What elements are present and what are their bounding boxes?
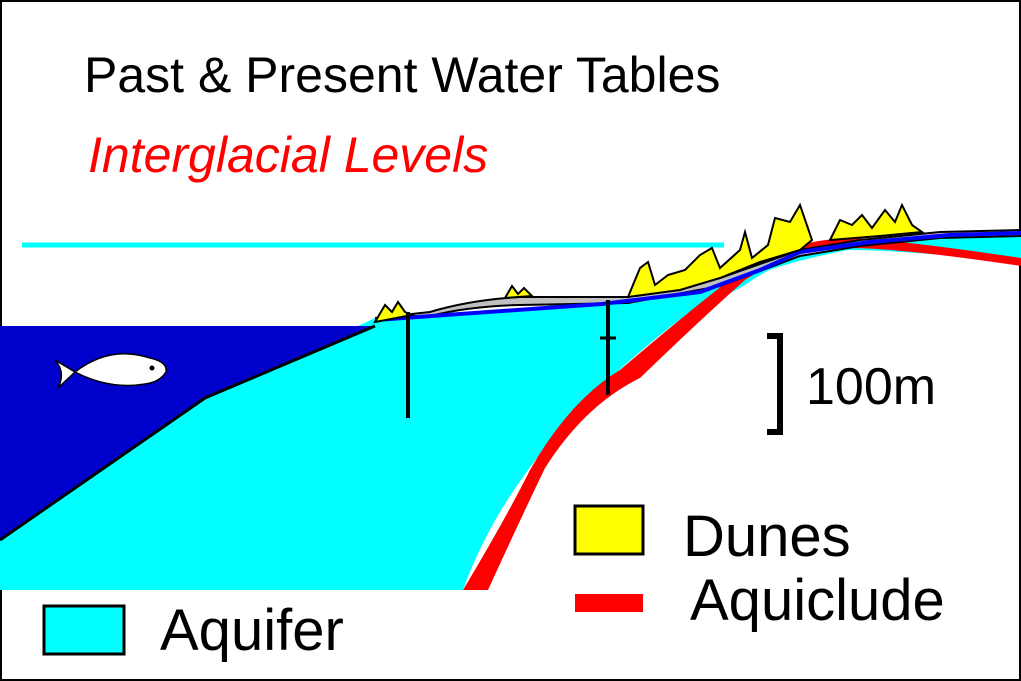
- legend-aquifer-label: Aquifer: [160, 598, 344, 663]
- water-table-line: [374, 231, 1021, 322]
- legend-dunes-label: Dunes: [683, 504, 851, 569]
- legend-aquifer-swatch: [42, 604, 126, 656]
- page-title: Past & Present Water Tables: [84, 47, 720, 103]
- scale-bar: [767, 333, 783, 435]
- dune: [828, 202, 925, 242]
- dunes-group: [373, 202, 925, 324]
- legend-aquiclude-label: Aquiclude: [690, 568, 945, 633]
- aquiclude-layer: [463, 238, 1021, 590]
- dune: [503, 284, 535, 300]
- legend-dunes-swatch: [573, 504, 645, 556]
- fish-icon: [54, 353, 167, 389]
- seabed-line: [0, 324, 376, 542]
- dune: [626, 202, 814, 299]
- ground-surface: [374, 228, 1021, 319]
- scale-bar-label: 100m: [806, 358, 936, 416]
- aquifer-body: [0, 232, 1021, 590]
- dune: [373, 300, 416, 324]
- legend-aquiclude-swatch: [575, 594, 643, 612]
- subtitle: Interglacial Levels: [88, 127, 488, 183]
